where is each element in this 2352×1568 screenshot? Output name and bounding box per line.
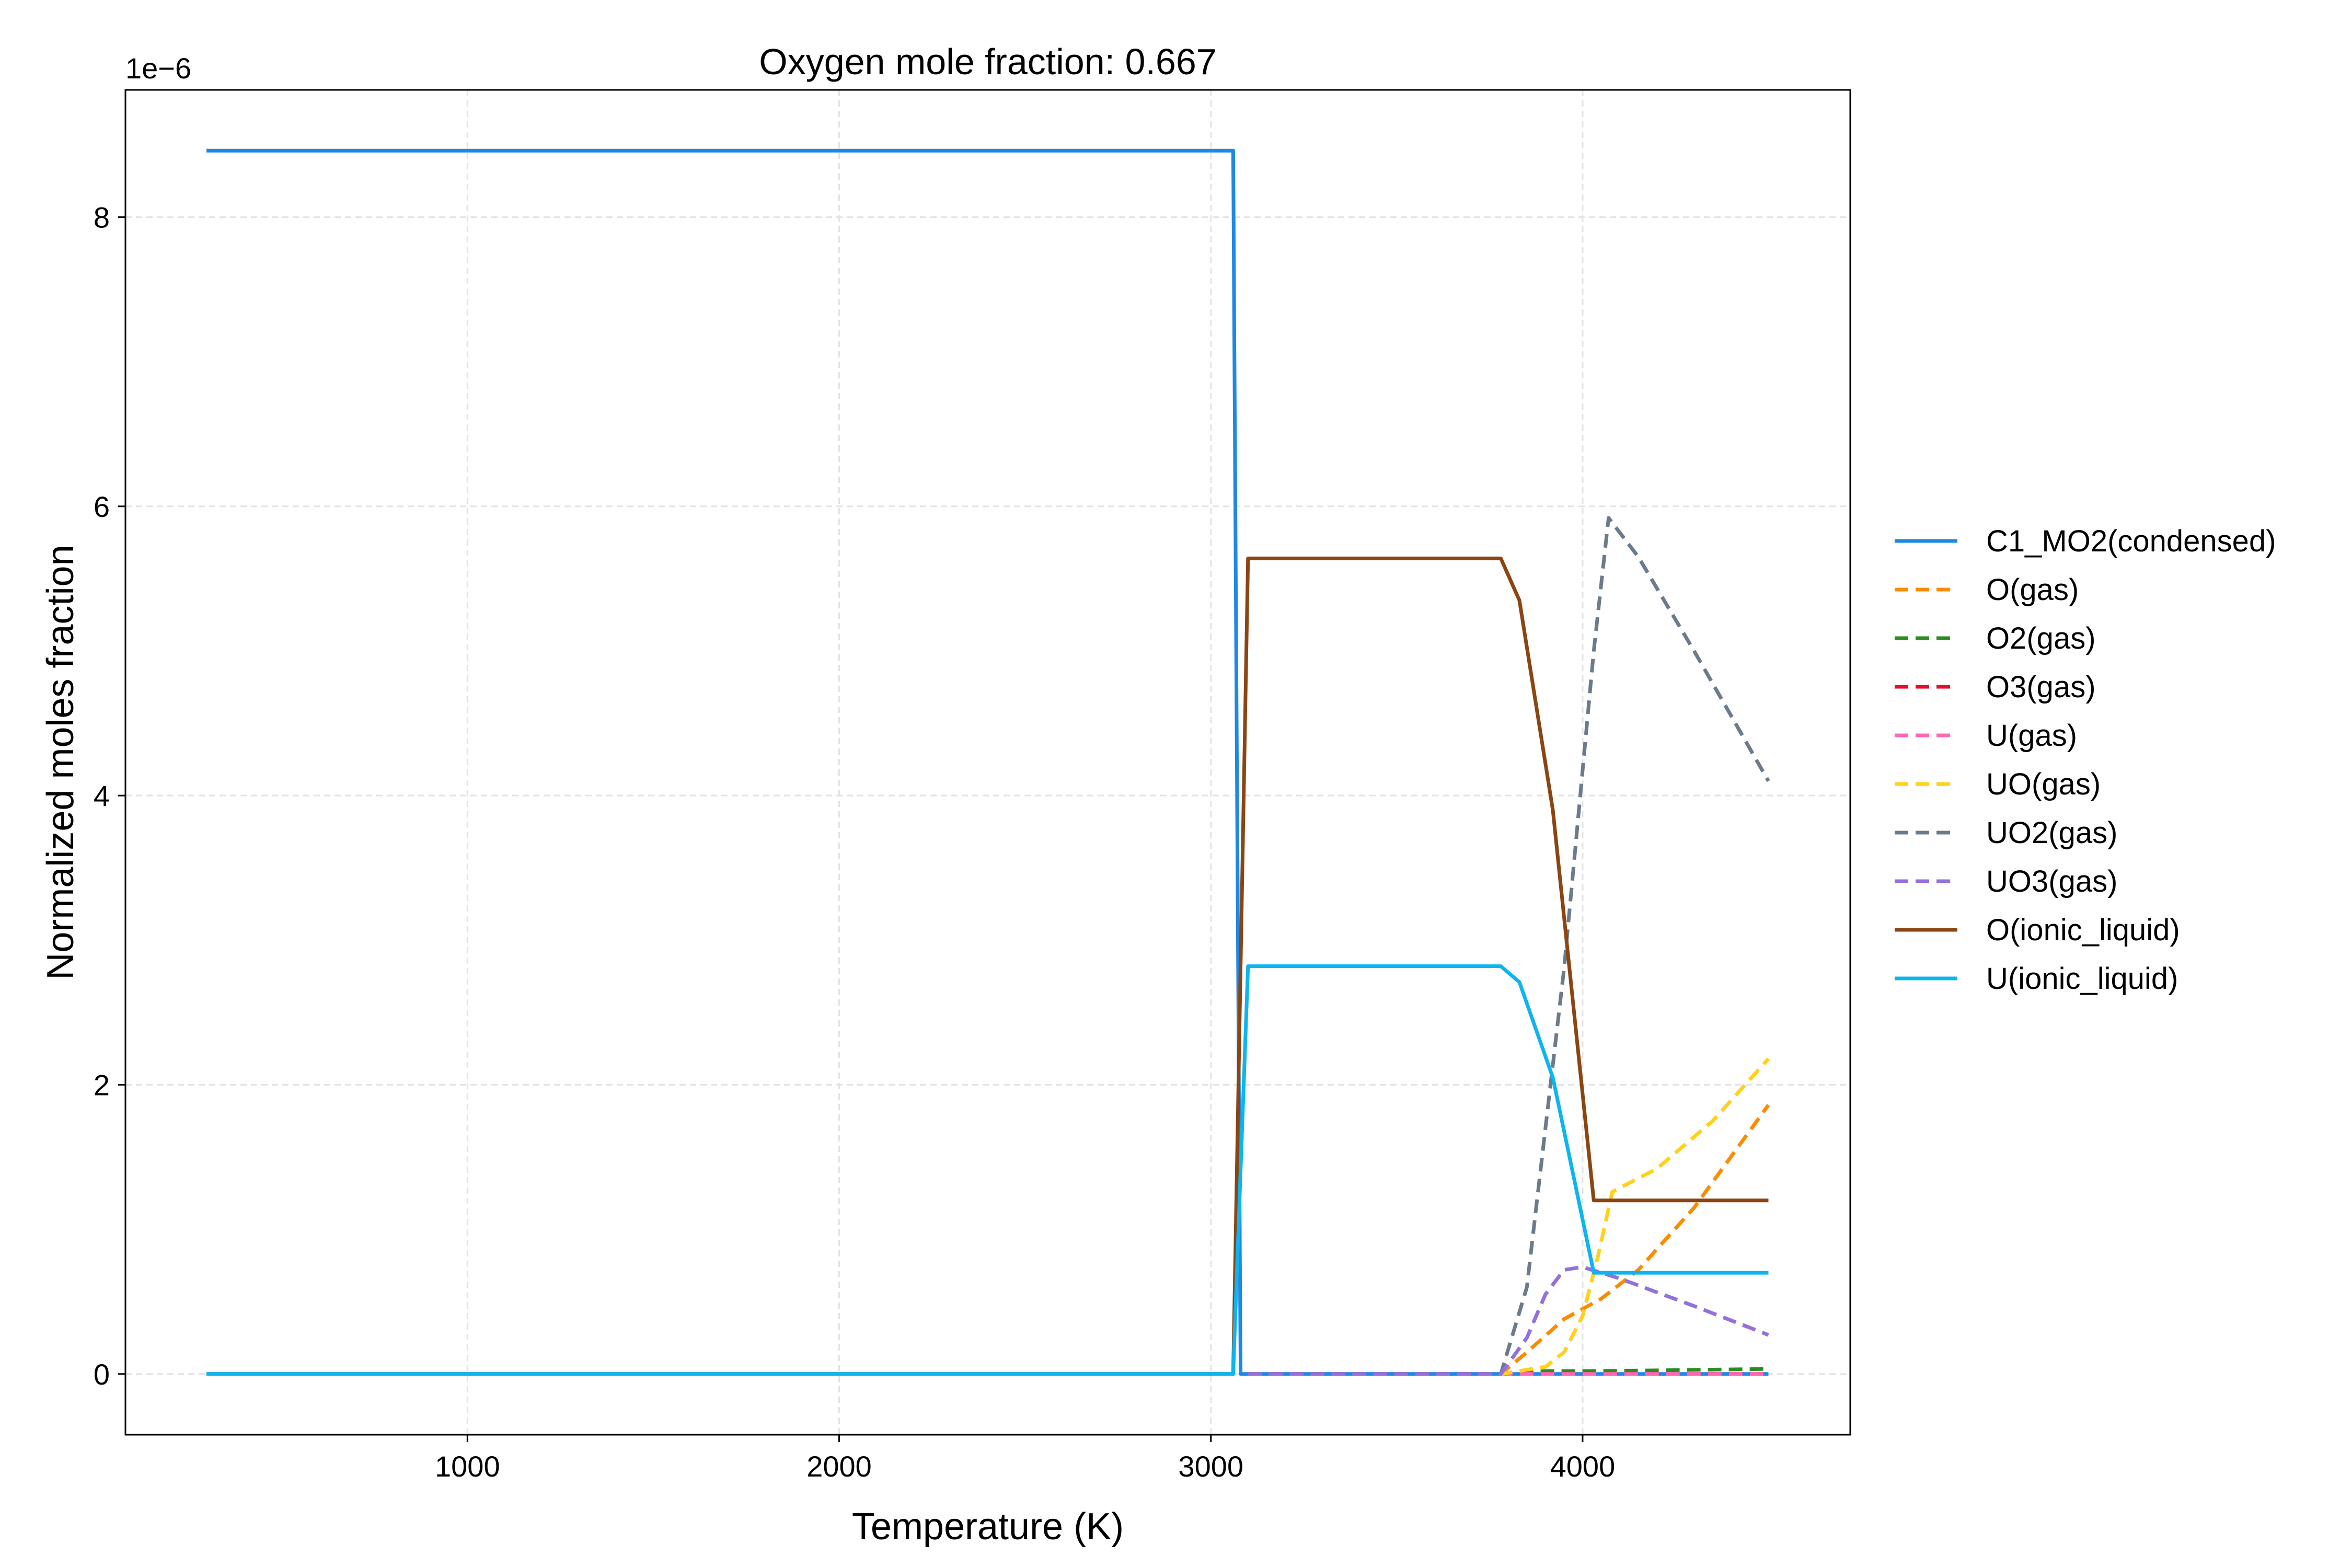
legend-label: O3(gas) [1986,670,2096,704]
legend-label: O(ionic_liquid) [1986,913,2180,947]
series-line-6 [1248,516,1770,1376]
y-tick-label: 8 [94,201,110,234]
x-tick-label: 1000 [435,1450,500,1483]
y-axis-title: Normalized moles fraction [40,545,82,979]
grid [125,90,1850,1435]
legend-label: U(gas) [1986,719,2077,753]
legend-label: U(ionic_liquid) [1986,962,2178,996]
series-line-5 [1248,1057,1770,1376]
x-tick-label: 3000 [1178,1450,1243,1483]
chart-title: Oxygen mole fraction: 0.667 [759,41,1216,82]
legend-label: UO(gas) [1986,767,2101,801]
y-tick-label: 6 [94,490,110,523]
series-line-1 [1248,1104,1770,1376]
legend-label: UO2(gas) [1986,816,2117,850]
series-line-9 [206,964,1769,1376]
y-tick-label: 0 [94,1358,110,1391]
x-axis-title: Temperature (K) [852,1506,1124,1548]
series-line-7 [1248,1265,1769,1376]
legend-label: O(gas) [1986,573,2079,607]
legend-label: C1_MO2(condensed) [1986,524,2276,558]
axis-ticks: 1000 2000 3000 4000 0 2 4 6 8 [94,201,1615,1483]
y-tick-label: 2 [94,1068,110,1101]
plot-frame [124,89,1851,1436]
legend: C1_MO2(condensed) O(gas) O2(gas) O3(gas) U(g… [1895,524,2276,996]
series-line-8 [206,556,1769,1376]
legend-label: O2(gas) [1986,621,2096,655]
series-lines [206,148,1770,1376]
series-line-0 [206,148,1769,1376]
y-tick-label: 4 [94,779,110,812]
x-tick-label: 2000 [806,1450,872,1483]
x-tick-label: 4000 [1550,1450,1616,1483]
legend-label: UO3(gas) [1986,864,2117,898]
y-offset-label: 1e−6 [125,52,191,85]
